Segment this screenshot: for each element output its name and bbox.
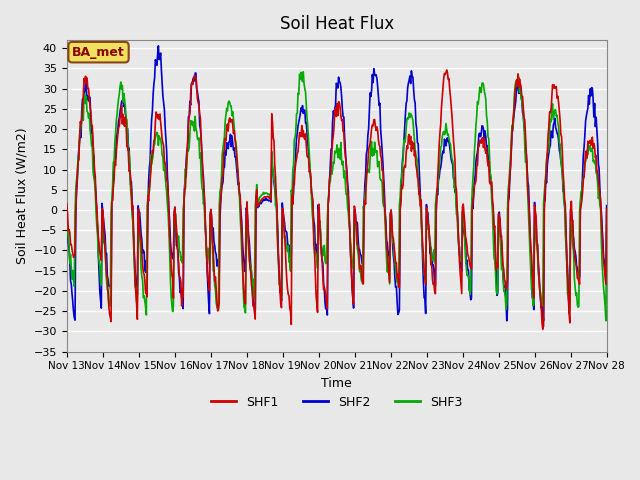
Text: BA_met: BA_met bbox=[72, 46, 125, 59]
X-axis label: Time: Time bbox=[321, 377, 352, 390]
Legend: SHF1, SHF2, SHF3: SHF1, SHF2, SHF3 bbox=[205, 391, 468, 414]
Y-axis label: Soil Heat Flux (W/m2): Soil Heat Flux (W/m2) bbox=[15, 128, 28, 264]
Title: Soil Heat Flux: Soil Heat Flux bbox=[280, 15, 394, 33]
